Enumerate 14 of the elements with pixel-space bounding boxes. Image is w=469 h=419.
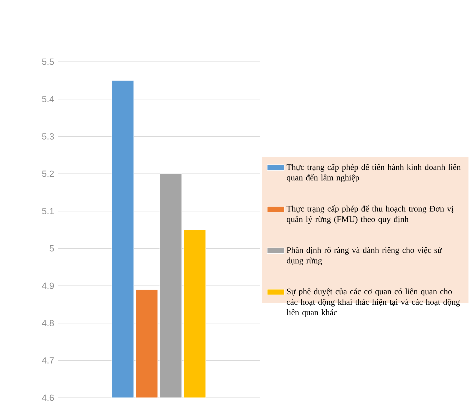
y-tick-label: 4.6 (42, 394, 54, 402)
y-tick-label: 4.7 (42, 358, 54, 364)
y-tick-label: 5.1 (42, 208, 54, 214)
legend-label: Phân định rõ ràng và dành riêng cho việc sử dụng rừng (286, 247, 443, 266)
y-tick-label: 4.8 (42, 320, 54, 327)
y-tick-label: 5.5 (42, 58, 54, 66)
y-tick-label: 5.4 (42, 96, 54, 102)
y-tick-label: 5 (50, 246, 54, 252)
legend-label: Sự phê duyệt của các cơ quan có liên quan cho các hoạt động khai thác hiện tại và các hoạt động liên quan khác (286, 288, 460, 318)
legend-label: Thực trạng cấp phép để tiến hành kinh doanh liên quan đến lâm nghiệp (286, 164, 461, 182)
y-tick-label: 5.2 (42, 170, 54, 178)
y-tick-label: 5.3 (42, 133, 54, 140)
legend-label: Thực trạng cấp phép để thu hoạch trong Đơn vị quản lý rừng (FMU) theo quy định (286, 206, 454, 224)
y-tick-label: 4.9 (42, 282, 54, 290)
